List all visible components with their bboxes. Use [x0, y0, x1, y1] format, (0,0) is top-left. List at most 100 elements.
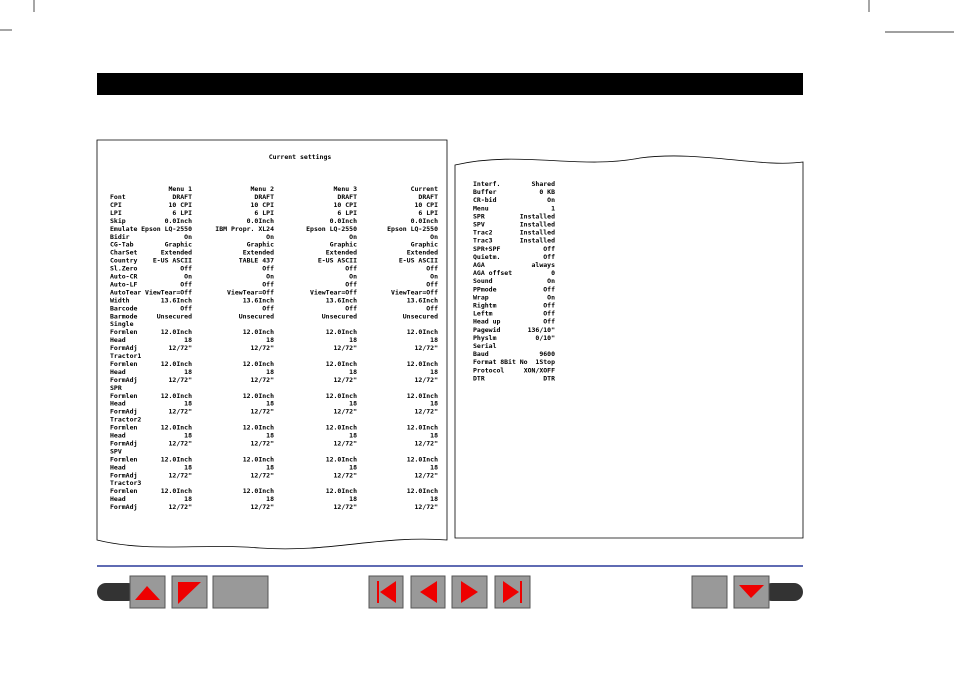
setting-label: Barcode [110, 304, 137, 312]
setting-value: 18 [349, 432, 357, 440]
setting-value: DTR [543, 374, 555, 382]
setting-value: 6 LPI [254, 209, 274, 217]
setting-value: Graphic [411, 241, 438, 249]
setting-value: 18 [266, 336, 274, 344]
btn-prev-page[interactable] [129, 575, 166, 609]
setting-label: FormAdj [110, 376, 137, 384]
setting-label: FormAdj [110, 344, 137, 352]
setting-value: 12/72" [334, 471, 358, 479]
setting-label: Rightm [473, 302, 497, 310]
printout-title: Current settings [269, 153, 332, 161]
setting-label: Tractor2 [110, 416, 141, 424]
btn-down[interactable] [733, 575, 770, 609]
setting-value: 12.0Inch [161, 455, 192, 463]
setting-value: 12/72" [334, 376, 358, 384]
setting-label: Bidir [110, 233, 130, 241]
setting-value: 12.0Inch [326, 487, 357, 495]
setting-value: 12/72" [415, 344, 439, 352]
setting-value: 12/72" [415, 439, 439, 447]
setting-value: Off [262, 304, 274, 312]
setting-value: 12.0Inch [407, 392, 438, 400]
setting-value: 12.0Inch [407, 424, 438, 432]
setting-value: 18 [266, 400, 274, 408]
setting-value: 6 LPI [418, 209, 438, 217]
nav-bar [97, 575, 803, 609]
setting-value: 12.0Inch [243, 392, 274, 400]
setting-value: 0 KB [539, 188, 555, 196]
setting-value: 0.0Inch [165, 217, 192, 225]
setting-label: Trac2 [473, 229, 493, 237]
setting-value: 12/72" [169, 344, 193, 352]
setting-value: Off [180, 280, 192, 288]
setting-label: SPR [473, 212, 485, 220]
btn-last[interactable] [494, 575, 531, 609]
setting-value: 12/72" [169, 408, 193, 416]
setting-value: Unsecured [239, 312, 274, 320]
setting-value: 10 CPI [251, 201, 275, 209]
setting-label: Head [110, 463, 126, 471]
setting-value: Installed [520, 212, 555, 220]
setting-value: 6 LPI [337, 209, 357, 217]
setting-value: 13.6Inch [407, 296, 438, 304]
setting-label: Formlen [110, 392, 137, 400]
setting-value: 10 CPI [169, 201, 193, 209]
setting-value: Installed [520, 237, 555, 245]
setting-label: SPV [110, 447, 122, 455]
setting-label: Pagewid [473, 326, 500, 334]
setting-value: 18 [184, 368, 192, 376]
setting-value: 12/72" [251, 503, 275, 511]
setting-value: Installed [520, 229, 555, 237]
setting-label: Head [110, 368, 126, 376]
setting-label: Formlen [110, 424, 137, 432]
setting-label: Tractor3 [110, 479, 141, 487]
setting-value: On [266, 233, 274, 241]
setting-label: Head [110, 495, 126, 503]
setting-value: 0.0Inch [411, 217, 438, 225]
setting-label: SPR [110, 384, 122, 392]
setting-value: 9600 [539, 350, 555, 358]
setting-value: 12.0Inch [243, 360, 274, 368]
setting-value: 18 [266, 432, 274, 440]
setting-value: On [266, 273, 274, 281]
setting-value: 12.0Inch [161, 487, 192, 495]
setting-label: Formlen [110, 328, 137, 336]
setting-value: ViewTear=Off [145, 288, 192, 296]
setting-value: 12/72" [251, 344, 275, 352]
setting-value: Off [543, 318, 555, 326]
btn-next-page[interactable] [171, 575, 208, 609]
setting-value: 12.0Inch [243, 487, 274, 495]
setting-value: Off [543, 302, 555, 310]
setting-value: 12.0Inch [326, 328, 357, 336]
setting-value: 12/72" [169, 471, 193, 479]
setting-value: Off [262, 280, 274, 288]
setting-value: 8Bit No 1Stop [500, 358, 555, 366]
setting-value: 12/72" [251, 376, 275, 384]
setting-label: Quietm. [473, 253, 500, 261]
btn-blank[interactable] [212, 575, 269, 609]
setting-value: Graphic [330, 241, 357, 249]
btn-forward[interactable] [451, 575, 488, 609]
setting-value: Extended [243, 249, 274, 257]
setting-value: 136/10" [528, 326, 555, 334]
setting-value: Off [426, 265, 438, 273]
setting-label: Font [110, 193, 126, 201]
btn-blank-right[interactable] [691, 575, 728, 609]
btn-first[interactable] [368, 575, 404, 609]
setting-value: Off [543, 285, 555, 293]
setting-value: On [547, 196, 555, 204]
setting-value: 12.0Inch [161, 360, 192, 368]
setting-value: Unsecured [322, 312, 357, 320]
setting-value: 1 [551, 204, 555, 212]
setting-value: 12/72" [415, 503, 439, 511]
setting-label: Auto-LF [110, 280, 137, 288]
btn-back[interactable] [410, 575, 446, 609]
column-header: Current [411, 185, 438, 193]
setting-label: Head [110, 400, 126, 408]
setting-value: 0 [551, 269, 555, 277]
setting-value: 10 CPI [334, 201, 358, 209]
setting-value: Extended [407, 249, 438, 257]
setting-label: Width [110, 296, 130, 304]
setting-value: Off [180, 304, 192, 312]
setting-label: CG-Tab [110, 241, 134, 249]
column-header: Menu 2 [251, 185, 275, 193]
